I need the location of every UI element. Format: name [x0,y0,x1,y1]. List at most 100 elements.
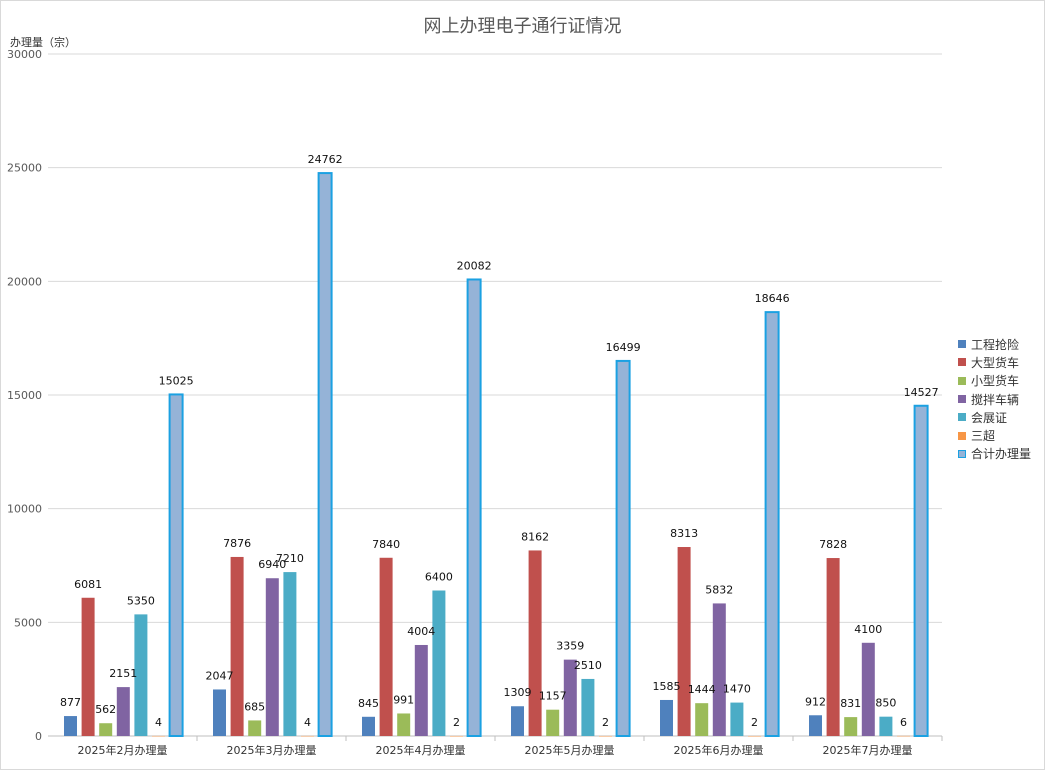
legend-label: 大型货车 [971,355,1020,370]
data-label: 6081 [74,578,102,591]
data-label: 18646 [755,292,790,305]
data-label: 14527 [904,386,939,399]
data-label: 4004 [407,625,435,638]
bar [879,716,893,736]
y-tick-label: 30000 [7,48,42,61]
data-label: 8313 [670,527,698,540]
data-label: 7828 [819,538,847,551]
bar [546,709,560,736]
bar [511,706,524,736]
bar [599,735,612,737]
data-label: 2 [602,716,609,729]
bar [615,359,631,737]
data-label: 1157 [539,690,567,703]
x-category-label: 2025年5月办理量 [525,743,615,757]
y-tick-label: 15000 [7,389,42,402]
data-label: 1585 [653,680,681,693]
bar [414,644,428,736]
data-label: 2510 [574,659,602,672]
data-label: 2 [751,716,758,729]
legend-item: 小型货车 [958,372,1031,390]
bar [897,735,910,737]
data-label: 877 [60,696,81,709]
x-category-label: 2025年4月办理量 [376,743,466,757]
x-category-label: 2025年6月办理量 [674,743,764,757]
data-label: 1470 [723,683,751,696]
legend-label: 会展证 [971,410,1008,425]
legend-item: 搅拌车辆 [958,390,1031,408]
bar [168,393,184,737]
data-label: 20082 [457,259,492,272]
bar [466,278,482,737]
bar [844,717,858,736]
chart-title: 网上办理电子通行证情况 [423,16,622,37]
bar [677,547,691,736]
bar [152,735,165,737]
y-tick-label: 20000 [7,275,42,288]
x-axis: 2025年2月办理量 2025年3月办理量 2025年4月办理量 2025年5月办理量… [78,736,943,757]
data-label: 912 [805,695,826,708]
bar [730,702,744,736]
legend-label: 搅拌车辆 [971,392,1020,407]
data-label: 6 [900,716,907,729]
data-label: 7210 [276,552,304,565]
legend-swatch [958,449,966,458]
data-label: 6940 [258,558,286,571]
y-axis-label: 办理量（宗） [10,36,76,49]
legend-label: 三超 [971,429,996,444]
legend-swatch [958,358,966,367]
data-label: 4100 [854,623,882,636]
data-label: 24762 [308,153,343,166]
legend-item: 会展证 [958,408,1031,426]
data-label: 1444 [688,683,716,696]
bar [432,590,446,736]
bar [301,735,314,737]
bar [213,689,226,736]
legend: 工程抢险大型货车小型货车搅拌车辆会展证三超 合计办理量 [958,335,1031,463]
data-labels: 8776081562215153504150252047787668569407… [60,153,939,729]
data-label: 2151 [109,667,137,680]
y-axis-ticks: 0 5000 10000 15000 20000 25000 30000 [7,48,42,743]
data-label: 4 [304,716,311,729]
data-label: 991 [393,693,414,706]
bar [528,550,542,736]
bar [99,723,113,736]
bar [809,715,822,736]
bar [748,735,761,737]
legend-item: 大型货车 [958,353,1031,371]
bar [81,597,95,736]
legend-item: 合计办理量 [958,445,1031,463]
bar [362,716,375,736]
bar [764,311,780,737]
bar [660,699,673,736]
y-tick-label: 5000 [14,616,42,629]
legend-label: 工程抢险 [971,337,1020,352]
bar [379,557,393,736]
bars [64,172,929,737]
legend-item: 工程抢险 [958,335,1031,353]
bar [695,703,709,736]
data-label: 831 [840,697,861,710]
data-label: 7840 [372,538,400,551]
data-label: 685 [244,700,265,713]
data-label: 15025 [159,374,194,387]
bar [116,687,130,736]
legend-swatch [958,376,966,385]
legend-swatch [958,431,966,440]
bar [861,642,875,736]
data-label: 5350 [127,594,155,607]
data-label: 6400 [425,571,453,584]
data-label: 5832 [705,583,733,596]
x-category-label: 2025年3月办理量 [227,743,317,757]
bar [317,172,333,737]
y-tick-label: 10000 [7,503,42,516]
bar [134,614,148,736]
bar [64,716,77,736]
data-label: 8162 [521,530,549,543]
legend-swatch [958,413,966,422]
data-label: 845 [358,697,379,710]
bar [265,578,279,736]
legend-swatch [958,395,966,404]
bar [913,404,929,737]
